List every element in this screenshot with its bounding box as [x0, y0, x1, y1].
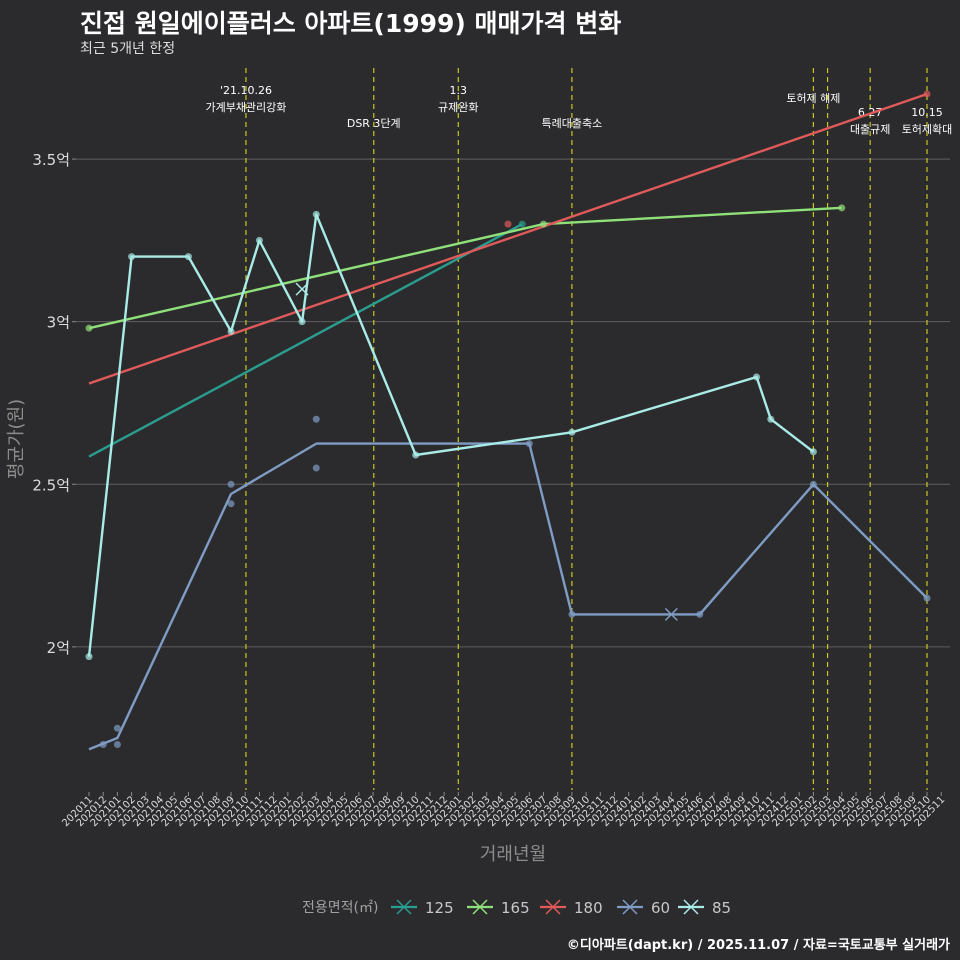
data-point-85: [412, 451, 420, 459]
data-point-85: [298, 318, 306, 326]
event-label: 대출규제: [850, 123, 890, 136]
data-point-85: [128, 253, 136, 261]
legend-key-cross-180: [545, 899, 561, 915]
legend-key-cross-125: [396, 899, 412, 915]
data-point-180: [923, 90, 931, 98]
data-point-85: [255, 236, 263, 244]
series-line-85: [87, 213, 815, 657]
cross-marker-85: [295, 282, 309, 296]
data-point-165: [540, 220, 548, 228]
data-point-60: [809, 480, 817, 488]
data-point-60: [525, 440, 533, 448]
data-point-60: [113, 740, 121, 748]
series-line-125: [88, 223, 523, 458]
data-point-60: [568, 610, 576, 618]
y-tick-label: 2억: [47, 639, 70, 657]
cross-marker-60: [664, 607, 678, 621]
legend-title: 전용면적(㎡): [302, 900, 378, 916]
x-axis-title: 거래년월: [480, 844, 546, 865]
data-point-85: [767, 415, 775, 423]
event-label: DSR 3단계: [347, 117, 401, 130]
event-label: 10.15: [911, 106, 943, 119]
series-line-180: [88, 92, 928, 385]
data-point-165: [85, 324, 93, 332]
chart-title: 진접 원일에이플러스 아파트(1999) 매매가격 변화: [80, 9, 622, 38]
data-point-85: [809, 448, 817, 456]
data-point-85: [227, 327, 235, 335]
data-point-60: [923, 594, 931, 602]
legend-label-60: 60: [651, 899, 670, 917]
data-point-60: [312, 464, 320, 472]
series-line-165: [88, 206, 842, 330]
y-tick-label: 3억: [47, 314, 70, 332]
data-point-125: [518, 220, 526, 228]
chart-subtitle: 최근 5개년 한정: [80, 41, 176, 57]
data-point-85: [568, 428, 576, 436]
y-axis-title: 평균가(원): [6, 399, 27, 479]
legend-key-cross-60: [622, 899, 638, 915]
legend-label-165: 165: [501, 899, 530, 917]
event-label: 특례대출축소: [542, 117, 603, 130]
data-point-60: [99, 740, 107, 748]
data-point-180: [504, 220, 512, 228]
data-point-85: [184, 253, 192, 261]
data-point-85: [85, 653, 93, 661]
data-point-60: [227, 480, 235, 488]
event-label: 토허제확대: [902, 123, 953, 136]
data-point-85: [312, 210, 320, 218]
source-credit: ©디아파트(dapt.kr) / 2025.11.07 / 자료=국토교통부 실…: [566, 938, 950, 953]
event-label: 가계부채관리강화: [205, 101, 286, 114]
legend-key-cross-165: [472, 899, 488, 915]
event-label: '21.10.26: [220, 84, 272, 97]
series-line-60: [88, 442, 928, 751]
data-point-165: [838, 204, 846, 212]
data-point-60: [696, 610, 704, 618]
legend-key-cross-85: [683, 899, 699, 915]
event-label: 1.3: [450, 84, 468, 97]
y-tick-label: 2.5억: [32, 476, 70, 494]
data-point-60: [312, 415, 320, 423]
legend-label-85: 85: [712, 899, 731, 917]
data-point-60: [227, 500, 235, 508]
event-label: 규제완화: [438, 101, 478, 114]
legend-label-180: 180: [574, 899, 603, 917]
y-tick-label: 3.5억: [32, 151, 70, 169]
event-label: 토허제 해제: [786, 91, 840, 105]
data-point-85: [753, 373, 761, 381]
legend-label-125: 125: [425, 899, 454, 917]
data-point-60: [113, 724, 121, 732]
